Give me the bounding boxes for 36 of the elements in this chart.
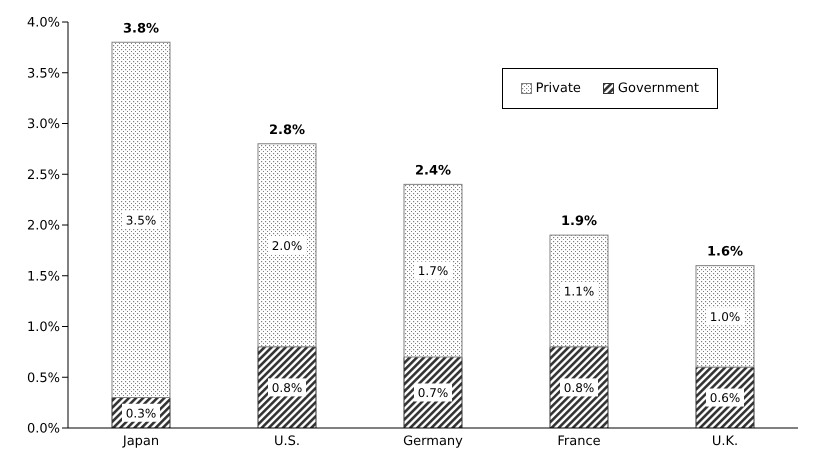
data-label: 2.0% [272, 238, 302, 253]
data-label: 0.7% [418, 386, 448, 400]
data-label: 0.6% [710, 391, 740, 406]
y-tick-label: 1.0% [26, 320, 60, 336]
bar [258, 143, 316, 348]
y-tick-label: 3.0% [26, 117, 60, 132]
data-label: 0.3% [126, 406, 156, 420]
legend-label: Government [618, 81, 699, 96]
y-tick-label: 0.5% [26, 370, 60, 386]
x-tick-label: U.K. [712, 434, 738, 450]
total-label: 2.8% [268, 122, 306, 138]
x-tick-label: France [557, 434, 601, 450]
data-label: 1.0% [710, 310, 740, 324]
y-tick-label: 1.5% [26, 269, 60, 284]
y-tick-label: 4.0% [26, 16, 60, 31]
x-tick-label: U.S. [274, 434, 300, 450]
data-label: 1.7% [418, 264, 448, 278]
data-label: 1.1% [564, 284, 594, 298]
legend-label: Private [536, 81, 581, 96]
x-tick-label: Germany [403, 434, 464, 450]
bar [696, 265, 754, 368]
y-tick-label: 2.5% [26, 168, 60, 183]
y-tick-label: 2.0% [26, 218, 60, 234]
total-label: 2.4% [414, 163, 452, 178]
x-tick-label: Japan [122, 434, 160, 450]
total-label: 1.6% [706, 244, 744, 260]
bar [550, 234, 608, 348]
data-label: 0.8% [564, 380, 594, 395]
total-label: 1.9% [560, 214, 598, 230]
data-label: 3.5% [126, 213, 156, 228]
y-tick-label: 3.5% [26, 66, 60, 82]
total-label: 3.8% [122, 21, 160, 36]
bar [112, 42, 170, 398]
data-label: 0.8% [272, 380, 302, 395]
y-tick-label: 0.0% [26, 422, 60, 437]
bar [404, 184, 462, 358]
